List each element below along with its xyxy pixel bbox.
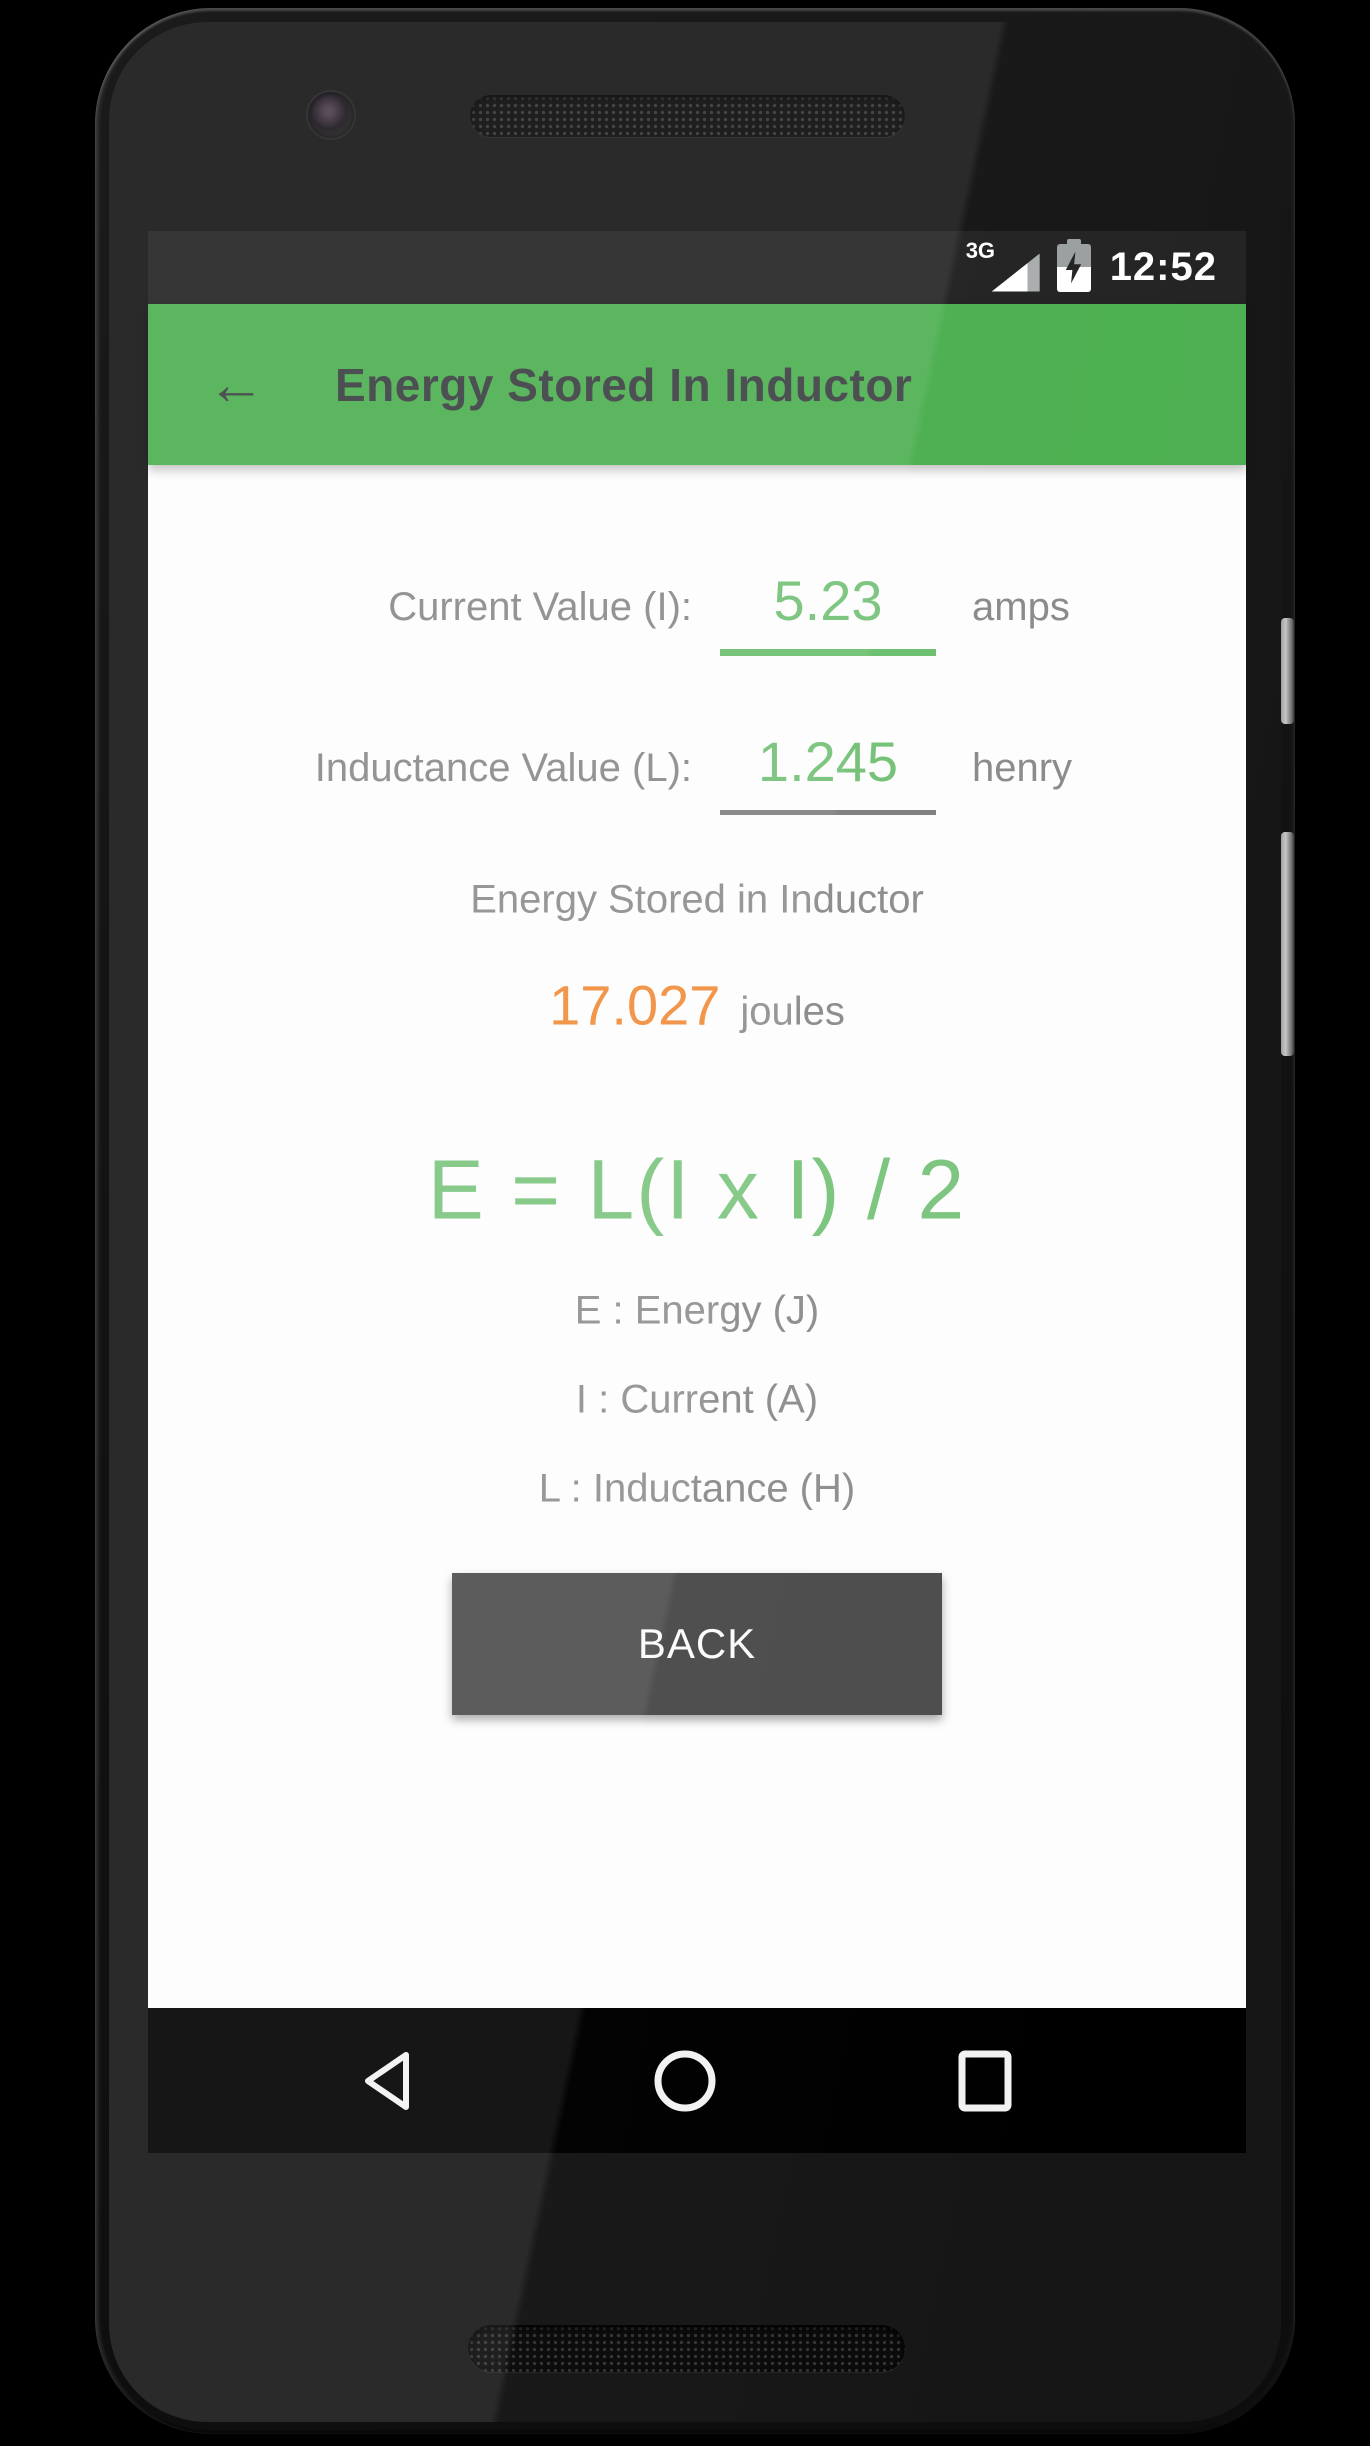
inductance-input[interactable]: 1.245 — [720, 729, 936, 815]
home-circle-icon[interactable] — [653, 2049, 717, 2113]
current-field-label: Current Value (I): — [388, 585, 692, 629]
legend-inductance: L : Inductance (H) — [538, 1466, 856, 1511]
clock-label: 12:52 — [1109, 245, 1217, 289]
app-bar: ← Energy Stored In Inductor — [148, 304, 1246, 465]
power-button[interactable] — [1281, 618, 1294, 724]
back-arrow-icon[interactable]: ← — [207, 351, 265, 417]
back-triangle-icon[interactable] — [360, 2050, 414, 2112]
phone-device: 3G 12:52 ← Energy Stored In Inductor — [95, 8, 1295, 2434]
earpiece-speaker — [470, 95, 905, 137]
inductance-field-row: Inductance Value (L): 1.245 henry — [148, 729, 1246, 815]
network-type-label: 3G — [965, 237, 996, 263]
android-nav-bar — [148, 2008, 1246, 2153]
result-heading: Energy Stored in Inductor — [470, 877, 924, 922]
inductance-unit-label: henry — [972, 746, 1073, 790]
status-bar: 3G 12:52 — [148, 231, 1246, 304]
current-field-row: Current Value (I): 5.23 amps — [148, 568, 1246, 656]
battery-charging-icon — [1056, 238, 1091, 292]
recents-square-icon[interactable] — [957, 2049, 1013, 2113]
screen: 3G 12:52 ← Energy Stored In Inductor — [148, 231, 1246, 2153]
signal-indicator: 3G — [942, 237, 1040, 296]
formula-text: E = L(I x I) / 2 — [427, 1142, 967, 1237]
legend-energy: E : Energy (J) — [574, 1288, 820, 1333]
front-camera — [308, 92, 354, 138]
phone-glass: 3G 12:52 ← Energy Stored In Inductor — [109, 22, 1281, 2422]
current-unit-label: amps — [972, 585, 1070, 629]
inductance-field-label: Inductance Value (L): — [314, 746, 692, 790]
result-unit-label: joules — [740, 989, 845, 1034]
current-input[interactable]: 5.23 — [720, 568, 936, 656]
legend-current: I : Current (A) — [575, 1377, 819, 1422]
charging-bolt-icon — [1065, 251, 1082, 284]
back-button[interactable]: BACK — [452, 1573, 942, 1715]
page-title: Energy Stored In Inductor — [335, 358, 913, 411]
content-area: Current Value (I): 5.23 amps Inductance … — [148, 465, 1246, 2008]
bottom-speaker — [468, 2325, 905, 2372]
result-row: 17.027 joules — [148, 973, 1246, 1038]
signal-triangle-icon — [991, 253, 1040, 292]
volume-rocker[interactable] — [1281, 832, 1294, 1056]
result-value: 17.027 — [549, 973, 721, 1037]
